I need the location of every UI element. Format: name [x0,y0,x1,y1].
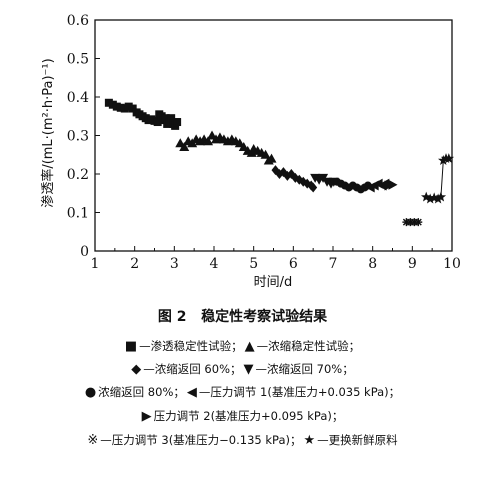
legend-row: ◆ —浓缩返回 60%； ▼ —浓缩返回 70%； [0,361,485,377]
series-8 [402,218,423,227]
data-point [438,155,449,165]
series-2 [175,130,277,165]
series-5 [332,177,372,194]
legend-label: 压力调节 1(基准压力+0.035 kPa)； [210,385,401,399]
legend-symbol: ★ [303,433,316,448]
legend-item: ■ —渗透稳定性试验； [125,338,243,354]
series-9 [421,153,455,204]
x-tick-label: 8 [368,256,377,272]
legend-dash: — [100,433,112,447]
y-tick-label: 0.4 [67,90,89,106]
legend-dash: — [139,339,151,353]
y-tick-label: 0.1 [67,206,89,222]
legend-label: 压力调节 2(基准压力+0.095 kPa)； [153,409,344,423]
series-7 [384,179,398,191]
x-tick-label: 2 [130,256,139,272]
x-axis-label: 时间/d [254,275,293,290]
legend-symbol: ■ [124,339,138,354]
legend-label: 浓缩返回 70%； [267,362,354,376]
x-tick-label: 7 [329,256,338,272]
series-line [425,158,449,200]
legend-symbol: ● [84,385,97,400]
data-point [443,153,455,163]
legend-row: ▶ 压力调节 2(基准压力+0.095 kPa)； [0,408,485,424]
legend-symbol: ▲ [244,339,255,354]
legend-label: 浓缩返回 80%； [98,385,185,399]
data-point [309,182,318,193]
data-points [104,98,455,227]
legend-row: ■ —渗透稳定性试验； ▲ —浓缩稳定性试验； [0,338,485,354]
y-tick-label: 0.5 [67,52,89,68]
y-axis-label: 渗透率/(mL·(m²·h·Pa)⁻¹) [40,58,56,207]
x-tick-label: 4 [210,256,219,272]
y-tick-label: 0 [80,244,89,260]
data-point [414,218,423,227]
data-point [432,193,444,204]
legend-dash: — [255,362,268,376]
data-point [388,179,398,190]
series-1 [104,98,182,130]
legend-label: 浓缩返回 60%； [154,362,242,376]
data-point [435,191,447,202]
data-point [421,191,432,202]
figure-number: 图 2 [157,309,187,325]
legend-symbol: ※ [87,433,99,448]
data-point [266,153,277,163]
chart: 1 2 3 4 5 6 7 8 9 10 0 0.1 0.2 0.3 0.4 0.5 0.6 渗透率/(mL·(… [40,13,461,290]
legend-item: ▶ 压力调节 2(基准压力+0.095 kPa)； [142,408,344,424]
data-point [425,193,436,204]
plot-frame [94,19,453,252]
figure-title: 稳定性考察试验结果 [201,309,328,325]
data-point [153,118,162,127]
legend-symbol: ▼ [243,362,254,377]
legend-symbol: ▶ [141,409,152,424]
x-tick-label: 3 [170,256,179,272]
legend-item: ▼ —浓缩返回 70%； [244,361,354,377]
legend-row: ※ —压力调节 3(基准压力−0.135 kPa)； ★ —更换新鲜原料 [0,432,485,448]
data-point [167,114,176,123]
series-3 [271,165,318,193]
legend-dash: — [256,339,269,353]
legend-item: ◀ —压力调节 1(基准压力+0.035 kPa)； [187,384,400,400]
x-tick-label: 1 [91,256,100,272]
legend-item: ★ —更换新鲜原料 [304,432,398,448]
y-tick-label: 0.6 [67,13,89,29]
legend-dash: — [143,362,155,376]
legend-label: 更换新鲜原料 [328,433,398,447]
legend-dash: — [317,433,329,447]
data-point [173,118,182,127]
x-tick-label: 10 [443,256,461,272]
data-point [179,142,190,152]
y-tick-label: 0.2 [67,167,89,183]
legend-item: ● 浓缩返回 80%； [85,384,185,400]
x-tick-label: 5 [249,256,258,272]
legend-label: 渗透稳定性试验； [150,339,243,353]
legend-label: 压力调节 3(基准压力−0.135 kPa)； [111,433,302,447]
x-tick-label: 9 [408,256,417,272]
legend-dash: — [198,385,211,399]
legend-item: ▲ —浓缩稳定性试验； [245,338,361,354]
x-tick-label: 6 [289,256,298,272]
legend-label: 浓缩稳定性试验； [268,339,361,353]
y-tick-label: 0.3 [67,129,89,145]
legend-symbol: ◀ [186,385,197,400]
figure-caption: 图 2 稳定性考察试验结果 [0,306,485,326]
data-point [203,136,214,146]
legend-item: ◆ —浓缩返回 60%； [131,361,241,377]
legend-row: ● 浓缩返回 80%； ◀ —压力调节 1(基准压力+0.035 kPa)； [0,384,485,400]
data-point [260,149,271,159]
legend-item: ※ —压力调节 3(基准压力−0.135 kPa)； [87,432,301,448]
legend-symbol: ◆ [131,362,142,377]
axes: 1 2 3 4 5 6 7 8 9 10 0 0.1 0.2 0.3 0.4 0.5 0.6 [67,13,461,272]
